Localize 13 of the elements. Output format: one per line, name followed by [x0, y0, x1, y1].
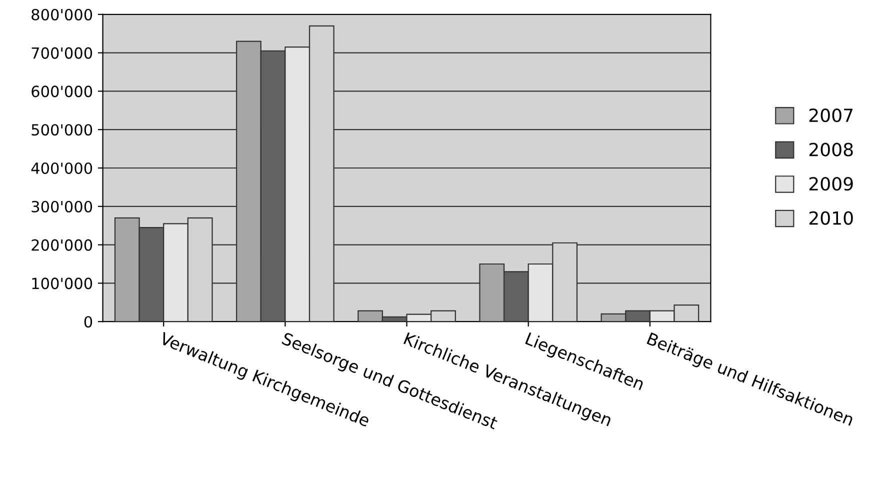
- y-tick-label: 500'000: [32, 124, 92, 136]
- legend-label: 2008: [809, 142, 853, 156]
- y-tick-label: 800'000: [32, 8, 92, 20]
- y-tick-label: 200'000: [32, 239, 92, 251]
- y-tick-label: 0: [84, 316, 92, 328]
- legend-label: 2009: [809, 176, 853, 191]
- y-tick-label: 700'000: [32, 47, 92, 59]
- y-tick-label: 400'000: [31, 162, 92, 174]
- legend-label: 2010: [809, 211, 853, 225]
- y-tick-label: 600'000: [32, 86, 92, 98]
- y-tick-label: 300'000: [32, 200, 92, 212]
- legend-label: 2007: [809, 108, 853, 122]
- y-tick-label: 100'000: [32, 278, 92, 290]
